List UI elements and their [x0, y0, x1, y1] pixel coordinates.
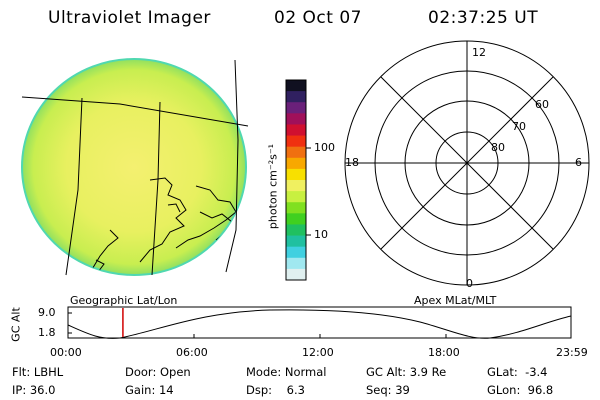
- info-seq: Seq: 39: [366, 383, 410, 397]
- colorbar-tick-100: 100: [314, 141, 335, 154]
- mlt-label-12: 12: [472, 46, 486, 59]
- colorbar-segment: [286, 135, 306, 148]
- orbit-altitude-curve: [67, 309, 572, 339]
- colorbar-tick-10: 10: [314, 228, 328, 241]
- colorbar-segment: [286, 202, 306, 214]
- colorbar-segment: [286, 102, 306, 114]
- mlt-label-18: 18: [345, 156, 359, 169]
- colorbar-segment: [286, 157, 306, 170]
- observation-time: 02:37:25 UT: [428, 8, 539, 28]
- info-ip: IP: 36.0: [12, 383, 56, 397]
- colorbar-ticks: [306, 147, 311, 236]
- orbit-x-tick-2359: 23:59: [556, 346, 588, 359]
- colorbar-frame: [285, 79, 307, 281]
- mlat-label-70: 70: [512, 120, 526, 133]
- mlt-label-0: 0: [466, 277, 473, 290]
- colorbar: [285, 79, 307, 281]
- orbit-x-tick-0600: 06:00: [176, 346, 208, 359]
- observation-date: 02 Oct 07: [274, 8, 362, 28]
- info-gc-alt: GC Alt: 3.9 Re: [366, 365, 447, 379]
- colorbar-segment: [286, 224, 306, 237]
- colorbar-segment: [286, 213, 306, 225]
- colorbar-segment: [286, 113, 306, 125]
- info-flt: Flt: LBHL: [12, 365, 64, 379]
- colorbar-segment: [286, 235, 306, 248]
- colorbar-segment: [286, 246, 306, 259]
- mlt-label-6: 6: [575, 156, 582, 169]
- imager-caption: Geographic Lat/Lon: [70, 294, 178, 307]
- polar-plot: [344, 40, 590, 286]
- info-glat: GLat: -3.4: [487, 365, 548, 379]
- mlat-label-60: 60: [535, 98, 549, 111]
- orbit-y-tick-high: 9.0: [38, 306, 56, 319]
- colorbar-segment: [286, 146, 306, 159]
- info-door: Door: Open: [125, 365, 191, 379]
- info-dsp: Dsp: 6.3: [246, 383, 305, 397]
- orbit-y-tick-low: 1.8: [38, 326, 56, 339]
- info-glon: GLon: 96.8: [487, 383, 554, 397]
- colorbar-segment: [286, 168, 306, 181]
- orbit-x-tick-1800: 18:00: [428, 346, 460, 359]
- colorbar-segment: [286, 268, 306, 281]
- colorbar-segment: [286, 257, 306, 270]
- info-mode: Mode: Normal: [246, 365, 327, 379]
- uv-image-disk: [21, 58, 249, 276]
- colorbar-unit-label: photon cm⁻²s⁻¹: [266, 143, 280, 230]
- colorbar-segment: [286, 180, 306, 192]
- orbit-x-tick-0000: 00:00: [50, 346, 82, 359]
- colorbar-segment: [286, 124, 306, 137]
- info-gain: Gain: 14: [125, 383, 174, 397]
- colorbar-segment: [286, 191, 306, 203]
- mlat-label-80: 80: [491, 141, 505, 154]
- colorbar-segment: [286, 80, 306, 92]
- orbit-plot: [67, 306, 572, 339]
- orbit-y-axis-label: GC Alt: [9, 307, 23, 342]
- instrument-title: Ultraviolet Imager: [48, 8, 211, 28]
- colorbar-segment: [286, 91, 306, 103]
- orbit-x-tick-1200: 12:00: [302, 346, 334, 359]
- polar-caption: Apex MLat/MLT: [414, 294, 497, 307]
